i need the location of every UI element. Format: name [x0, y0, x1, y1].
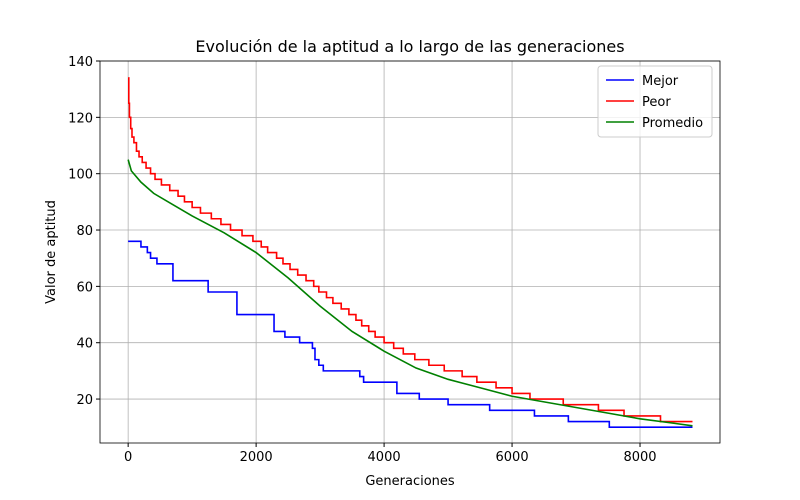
- y-tick-label: 100: [68, 168, 93, 183]
- y-tick-label: 20: [76, 393, 93, 408]
- y-tick-label: 40: [76, 337, 93, 352]
- y-tick-label: 80: [76, 224, 93, 239]
- series-line: [128, 240, 693, 429]
- legend-label: Mejor: [642, 74, 679, 89]
- y-tick-label: 140: [68, 55, 93, 70]
- legend-box: [597, 65, 713, 138]
- y-tick-label: 120: [68, 111, 93, 126]
- legend-label: Promedio: [642, 116, 703, 131]
- x-tick-label: 0: [124, 450, 132, 465]
- series-line: [127, 77, 693, 423]
- chart-title: Evolución de la aptitud a lo largo de la…: [195, 37, 624, 56]
- x-tick-label: 2000: [240, 450, 273, 465]
- x-tick-label: 6000: [496, 450, 529, 465]
- x-axis-label: Generaciones: [365, 474, 455, 489]
- y-tick-label: 60: [76, 280, 93, 295]
- x-tick-label: 8000: [623, 450, 656, 465]
- y-axis-label: Valor de aptitud: [44, 200, 59, 304]
- series-line: [127, 159, 693, 427]
- legend-label: Peor: [642, 95, 671, 110]
- plot-frame: [99, 60, 721, 444]
- x-tick-label: 4000: [368, 450, 401, 465]
